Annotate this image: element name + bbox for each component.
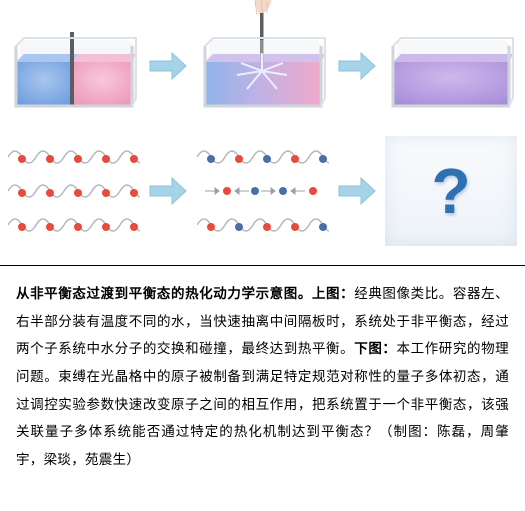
tanks-row	[8, 8, 517, 123]
arrow-4-icon	[337, 174, 377, 208]
caption-part-2: 下图：	[354, 341, 396, 356]
arrow-3-icon	[148, 174, 188, 208]
tank-stirring	[197, 0, 329, 113]
wave-panel-mixed	[197, 136, 329, 246]
caption-part-0: 从非平衡态过渡到平衡态的热化动力学示意图。上图：	[16, 286, 354, 301]
wave-panel-ordered	[8, 136, 140, 246]
arrow-2-icon	[337, 49, 377, 83]
waves-row: ?	[8, 131, 517, 251]
arrow-1-icon	[148, 49, 188, 83]
hand-icon	[254, 0, 271, 15]
caption-text: 从非平衡态过渡到平衡态的热化动力学示意图。上图：经典图像类比。容器左、右半部分装…	[16, 280, 509, 474]
caption-part-3: 本工作研究的物理问题。束缚在光晶格中的原子被制备到满足特定规范对称性的量子多体初…	[16, 341, 509, 467]
tank-equilibrium	[385, 18, 517, 113]
tank-divided	[8, 18, 140, 113]
question-mark: ?	[431, 154, 470, 228]
question-panel: ?	[385, 136, 517, 246]
diagram-area: ?	[0, 0, 525, 265]
caption-area: 从非平衡态过渡到平衡态的热化动力学示意图。上图：经典图像类比。容器左、右半部分装…	[0, 265, 525, 484]
